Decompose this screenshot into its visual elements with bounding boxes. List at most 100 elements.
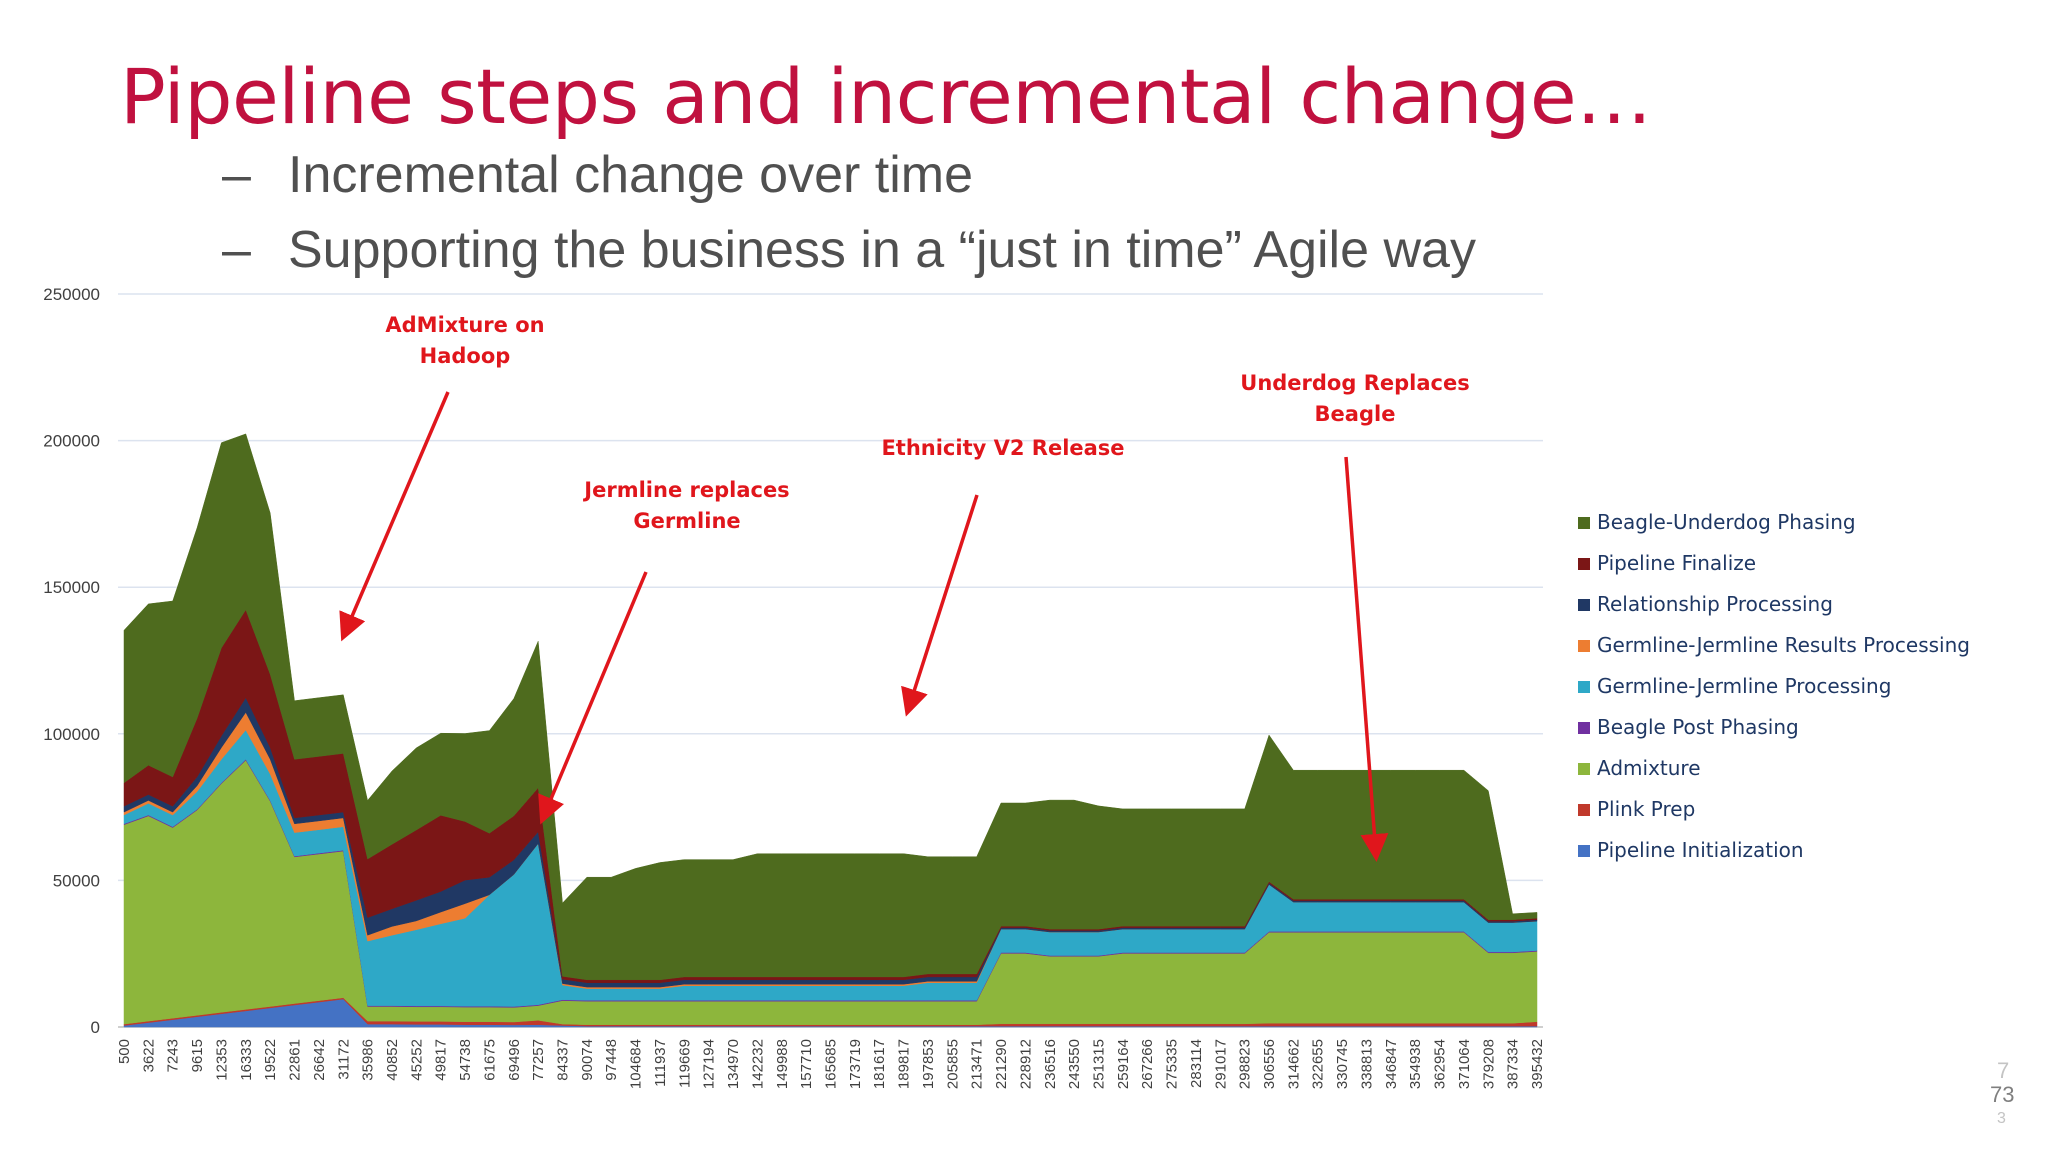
x-tick-label: 104684 bbox=[628, 1039, 645, 1089]
annotation-line: Hadoop bbox=[420, 344, 511, 368]
annotation-line: Underdog Replaces bbox=[1240, 371, 1469, 395]
x-tick-label: 371064 bbox=[1456, 1039, 1473, 1089]
x-tick-label: 283114 bbox=[1188, 1039, 1205, 1088]
legend-label: Plink Prep bbox=[1597, 797, 1696, 821]
x-tick-label: 49817 bbox=[433, 1039, 450, 1081]
legend-swatch-icon bbox=[1578, 845, 1590, 857]
legend-label: Pipeline Finalize bbox=[1597, 551, 1757, 575]
slide-number-ghost: 7 bbox=[1997, 1058, 2010, 1083]
chart-annotation: AdMixture on Hadoop bbox=[385, 313, 544, 368]
annotation-line: Beagle bbox=[1315, 402, 1396, 426]
legend-swatch-icon bbox=[1578, 517, 1590, 529]
legend-swatch-icon bbox=[1578, 763, 1590, 775]
x-tick-label: 77257 bbox=[530, 1039, 547, 1081]
x-tick-label: 9615 bbox=[189, 1039, 206, 1072]
legend-label: Admixture bbox=[1597, 756, 1701, 780]
x-tick-label: 314662 bbox=[1285, 1039, 1302, 1089]
chart-annotation: Jermline replaces Germline bbox=[582, 478, 789, 533]
bullet-dash: – bbox=[222, 146, 251, 204]
x-tick-label: 149988 bbox=[774, 1039, 791, 1089]
x-tick-label: 213471 bbox=[969, 1039, 986, 1089]
chart-annotation: Ethnicity V2 Release bbox=[881, 436, 1124, 460]
x-tick-label: 19522 bbox=[262, 1039, 279, 1081]
x-tick-label: 236516 bbox=[1042, 1039, 1059, 1089]
annotation-line: Jermline replaces bbox=[582, 478, 789, 502]
x-tick-label: 298823 bbox=[1237, 1039, 1254, 1089]
legend-swatch-icon bbox=[1578, 640, 1590, 652]
legend-swatch-icon bbox=[1578, 681, 1590, 693]
x-tick-label: 181617 bbox=[871, 1039, 888, 1089]
x-tick-label: 291017 bbox=[1212, 1039, 1229, 1089]
x-tick-label: 119669 bbox=[676, 1039, 693, 1088]
x-tick-label: 40852 bbox=[384, 1039, 401, 1081]
y-tick-label: 250000 bbox=[43, 285, 100, 304]
x-tick-label: 84337 bbox=[555, 1039, 572, 1081]
y-tick-label: 200000 bbox=[43, 432, 100, 451]
x-tick-label: 134970 bbox=[725, 1039, 742, 1089]
x-tick-label: 362954 bbox=[1432, 1039, 1449, 1089]
annotation-arrow bbox=[538, 571, 648, 825]
y-tick-label: 0 bbox=[91, 1018, 100, 1037]
x-tick-label: 275335 bbox=[1164, 1039, 1181, 1089]
x-tick-label: 259164 bbox=[1115, 1039, 1132, 1089]
x-tick-label: 45252 bbox=[408, 1039, 425, 1081]
x-tick-label: 346847 bbox=[1383, 1039, 1400, 1089]
bullet-text: Incremental change over time bbox=[288, 146, 974, 204]
x-tick-label: 35986 bbox=[360, 1039, 377, 1081]
x-tick-label: 61675 bbox=[481, 1039, 498, 1081]
x-tick-label: 111937 bbox=[652, 1039, 669, 1087]
annotation-line: Germline bbox=[633, 509, 740, 533]
legend-swatch-icon bbox=[1578, 804, 1590, 816]
slide-number-ghost: 3 bbox=[1997, 1110, 2006, 1127]
x-tick-label: 31172 bbox=[335, 1039, 352, 1080]
x-tick-label: 165685 bbox=[823, 1039, 840, 1089]
annotation-line: Ethnicity V2 Release bbox=[881, 436, 1124, 460]
chart-annotation: Underdog Replaces Beagle bbox=[1240, 371, 1469, 426]
x-tick-label: 205855 bbox=[944, 1039, 961, 1089]
legend-swatch-icon bbox=[1578, 722, 1590, 734]
x-tick-label: 189817 bbox=[896, 1039, 913, 1089]
x-tick-label: 221290 bbox=[993, 1039, 1010, 1089]
legend-label: Pipeline Initialization bbox=[1597, 838, 1804, 862]
legend-label: Germline-Jermline Results Processing bbox=[1597, 633, 1970, 657]
x-tick-label: 354938 bbox=[1407, 1039, 1424, 1089]
x-tick-label: 379208 bbox=[1480, 1039, 1497, 1089]
legend-label: Beagle Post Phasing bbox=[1597, 715, 1799, 739]
legend-swatch-icon bbox=[1578, 599, 1590, 611]
x-tick-label: 26642 bbox=[311, 1039, 328, 1081]
bullet-dash: – bbox=[222, 221, 251, 279]
x-tick-label: 251315 bbox=[1090, 1039, 1107, 1089]
x-tick-label: 54738 bbox=[457, 1039, 474, 1081]
x-tick-label: 90074 bbox=[579, 1039, 596, 1081]
legend-swatch-icon bbox=[1578, 558, 1590, 570]
annotation-line: AdMixture on bbox=[385, 313, 544, 337]
x-tick-label: 243550 bbox=[1066, 1039, 1083, 1089]
annotation-arrow bbox=[1344, 456, 1389, 862]
legend-label: Germline-Jermline Processing bbox=[1597, 674, 1892, 698]
legend-label: Relationship Processing bbox=[1597, 592, 1833, 616]
x-tick-label: 330745 bbox=[1334, 1039, 1351, 1089]
x-tick-label: 395432 bbox=[1529, 1039, 1546, 1089]
area-series bbox=[123, 433, 1538, 981]
x-tick-label: 306556 bbox=[1261, 1039, 1278, 1089]
y-tick-label: 150000 bbox=[43, 578, 100, 597]
x-tick-label: 142232 bbox=[749, 1039, 766, 1089]
slide-number: 73 bbox=[1990, 1082, 2015, 1107]
annotation-arrow bbox=[339, 391, 450, 642]
x-tick-label: 500 bbox=[116, 1039, 133, 1064]
x-tick-label: 228912 bbox=[1017, 1039, 1034, 1089]
x-tick-label: 173719 bbox=[847, 1039, 864, 1089]
annotation-arrow bbox=[901, 494, 979, 717]
x-tick-label: 22861 bbox=[287, 1039, 304, 1081]
x-tick-label: 7243 bbox=[165, 1039, 182, 1072]
y-tick-label: 50000 bbox=[53, 871, 100, 890]
x-tick-label: 16333 bbox=[238, 1039, 255, 1081]
x-tick-label: 12353 bbox=[213, 1039, 230, 1081]
x-tick-label: 157710 bbox=[798, 1039, 815, 1089]
x-tick-label: 338813 bbox=[1358, 1039, 1375, 1089]
x-tick-label: 322655 bbox=[1310, 1039, 1327, 1089]
y-tick-label: 100000 bbox=[43, 725, 100, 744]
x-tick-label: 267266 bbox=[1139, 1039, 1156, 1089]
x-tick-label: 3622 bbox=[140, 1039, 157, 1072]
x-tick-label: 127194 bbox=[701, 1039, 718, 1089]
